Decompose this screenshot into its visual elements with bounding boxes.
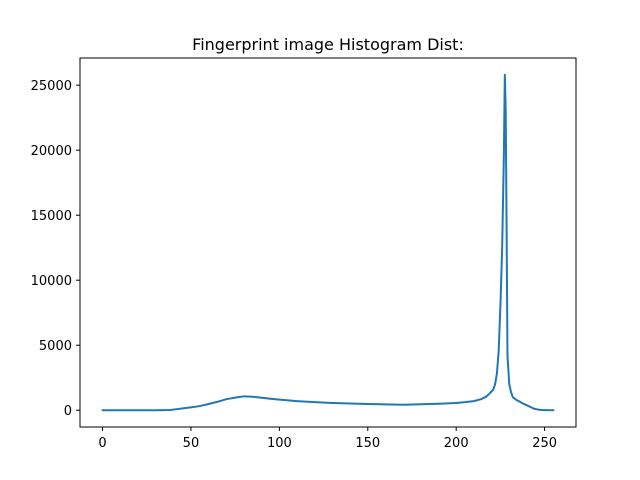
series-line-0 bbox=[101, 73, 555, 412]
x-tick-label-250: 250 bbox=[532, 436, 557, 451]
y-tick-label-10000: 10000 bbox=[31, 274, 72, 289]
y-tick-label-15000: 15000 bbox=[31, 209, 72, 224]
chart-title: Fingerprint image Histogram Dist: bbox=[192, 35, 464, 54]
x-tick-label-0: 0 bbox=[98, 436, 106, 451]
plot-layer bbox=[101, 73, 555, 412]
y-tick-label-0: 0 bbox=[64, 404, 72, 419]
x-tick-label-100: 100 bbox=[267, 436, 292, 451]
axes-frame bbox=[79, 57, 577, 428]
y-tick-label-25000: 25000 bbox=[31, 79, 72, 94]
y-tick-label-5000: 5000 bbox=[39, 339, 72, 354]
x-tick-label-50: 50 bbox=[183, 436, 200, 451]
ticks-layer: 0 50 100 150 200 250 0 5000 10000 15000 20000 25000 bbox=[31, 79, 557, 451]
x-tick-label-200: 200 bbox=[444, 436, 469, 451]
y-tick-label-20000: 20000 bbox=[31, 144, 72, 159]
x-tick-label-150: 150 bbox=[355, 436, 380, 451]
